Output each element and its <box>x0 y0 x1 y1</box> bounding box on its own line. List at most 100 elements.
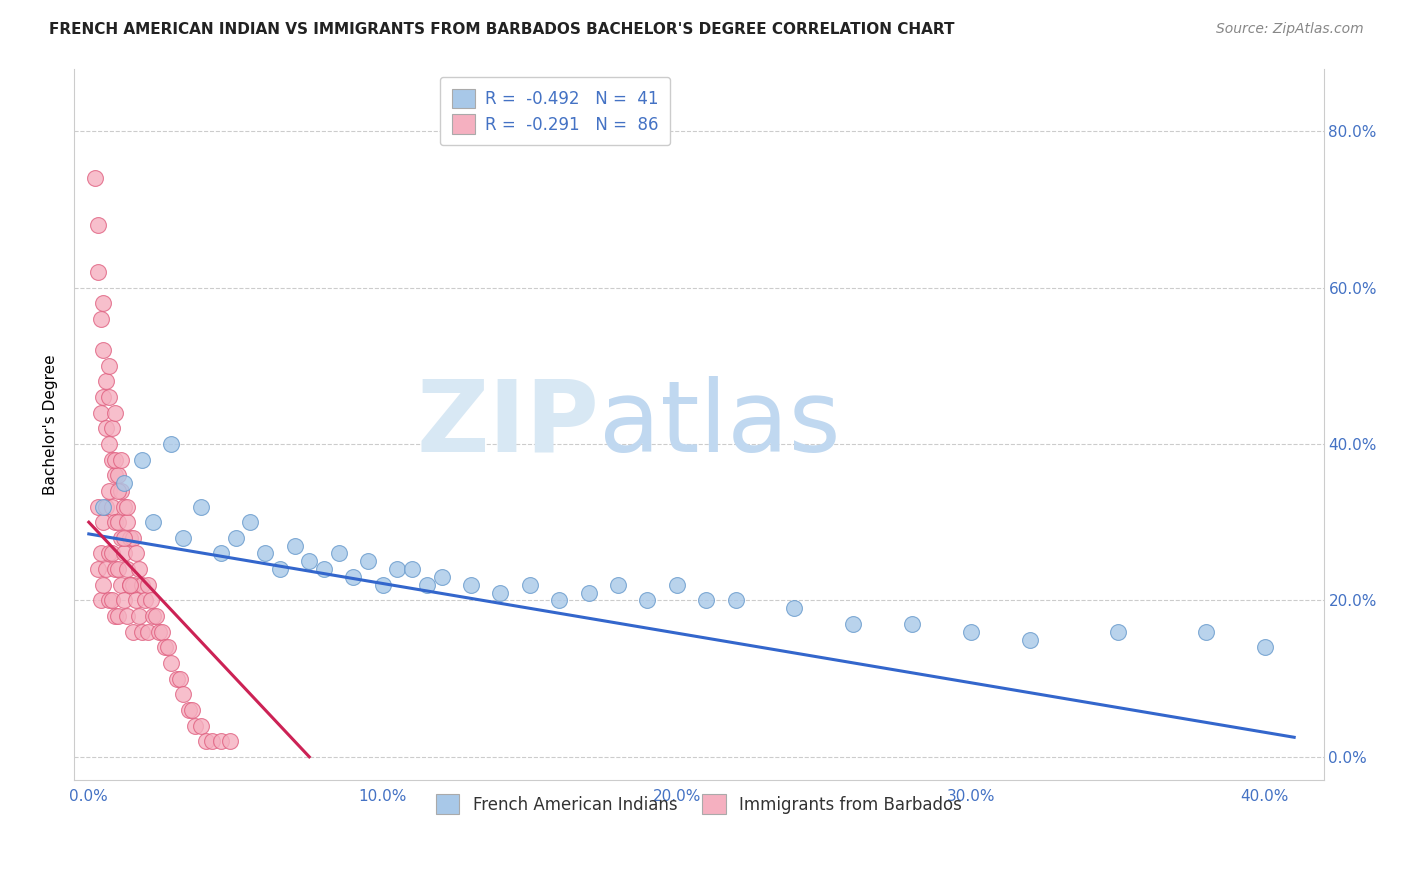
Point <box>665 578 688 592</box>
Point <box>298 554 321 568</box>
Point <box>136 578 159 592</box>
Point <box>131 452 153 467</box>
Point <box>112 476 135 491</box>
Point <box>101 546 124 560</box>
Point <box>157 640 180 655</box>
Point <box>548 593 571 607</box>
Point <box>98 483 121 498</box>
Point <box>122 624 145 639</box>
Point <box>96 375 118 389</box>
Point <box>636 593 658 607</box>
Point <box>357 554 380 568</box>
Point <box>112 546 135 560</box>
Point <box>387 562 409 576</box>
Point <box>98 359 121 373</box>
Point <box>104 515 127 529</box>
Legend: French American Indians, Immigrants from Barbados: French American Indians, Immigrants from… <box>425 783 973 825</box>
Point <box>86 562 108 576</box>
Point <box>104 609 127 624</box>
Point <box>122 578 145 592</box>
Point <box>209 546 232 560</box>
Point <box>101 593 124 607</box>
Point <box>416 578 439 592</box>
Point <box>98 390 121 404</box>
Point <box>578 585 600 599</box>
Point <box>107 562 129 576</box>
Point <box>104 468 127 483</box>
Point <box>1018 632 1040 647</box>
Point <box>209 734 232 748</box>
Point <box>110 452 132 467</box>
Point <box>125 593 148 607</box>
Point <box>96 562 118 576</box>
Point <box>90 311 112 326</box>
Point <box>342 570 364 584</box>
Point <box>131 624 153 639</box>
Point <box>142 515 165 529</box>
Point <box>430 570 453 584</box>
Point <box>107 515 129 529</box>
Point <box>128 562 150 576</box>
Point <box>86 500 108 514</box>
Point <box>148 624 170 639</box>
Point <box>96 500 118 514</box>
Point <box>101 452 124 467</box>
Text: Source: ZipAtlas.com: Source: ZipAtlas.com <box>1216 22 1364 37</box>
Point <box>695 593 717 607</box>
Point <box>128 609 150 624</box>
Point <box>107 609 129 624</box>
Point <box>190 500 212 514</box>
Point <box>328 546 350 560</box>
Point <box>118 578 141 592</box>
Text: atlas: atlas <box>599 376 841 473</box>
Point <box>190 718 212 732</box>
Point <box>401 562 423 576</box>
Point <box>195 734 218 748</box>
Point <box>284 539 307 553</box>
Point <box>90 593 112 607</box>
Point <box>118 531 141 545</box>
Point <box>901 616 924 631</box>
Point <box>86 265 108 279</box>
Point <box>1107 624 1129 639</box>
Point <box>139 593 162 607</box>
Point <box>118 578 141 592</box>
Text: ZIP: ZIP <box>416 376 599 473</box>
Point <box>98 437 121 451</box>
Point <box>115 515 138 529</box>
Text: FRENCH AMERICAN INDIAN VS IMMIGRANTS FROM BARBADOS BACHELOR'S DEGREE CORRELATION: FRENCH AMERICAN INDIAN VS IMMIGRANTS FRO… <box>49 22 955 37</box>
Point <box>460 578 482 592</box>
Point <box>842 616 865 631</box>
Point <box>131 578 153 592</box>
Point <box>172 687 194 701</box>
Point <box>312 562 335 576</box>
Point <box>112 531 135 545</box>
Point <box>371 578 394 592</box>
Point <box>150 624 173 639</box>
Point <box>172 531 194 545</box>
Point <box>724 593 747 607</box>
Point <box>142 609 165 624</box>
Point <box>101 500 124 514</box>
Point <box>160 437 183 451</box>
Point <box>783 601 806 615</box>
Point <box>269 562 291 576</box>
Point <box>93 343 115 357</box>
Point <box>112 593 135 607</box>
Point <box>104 562 127 576</box>
Point <box>115 609 138 624</box>
Point <box>110 578 132 592</box>
Point <box>107 483 129 498</box>
Point <box>519 578 541 592</box>
Point <box>225 531 247 545</box>
Point <box>219 734 242 748</box>
Point <box>160 656 183 670</box>
Point <box>93 500 115 514</box>
Point <box>83 171 105 186</box>
Point <box>136 624 159 639</box>
Point <box>489 585 512 599</box>
Point <box>155 640 177 655</box>
Y-axis label: Bachelor's Degree: Bachelor's Degree <box>44 354 58 495</box>
Point <box>98 593 121 607</box>
Point <box>183 718 205 732</box>
